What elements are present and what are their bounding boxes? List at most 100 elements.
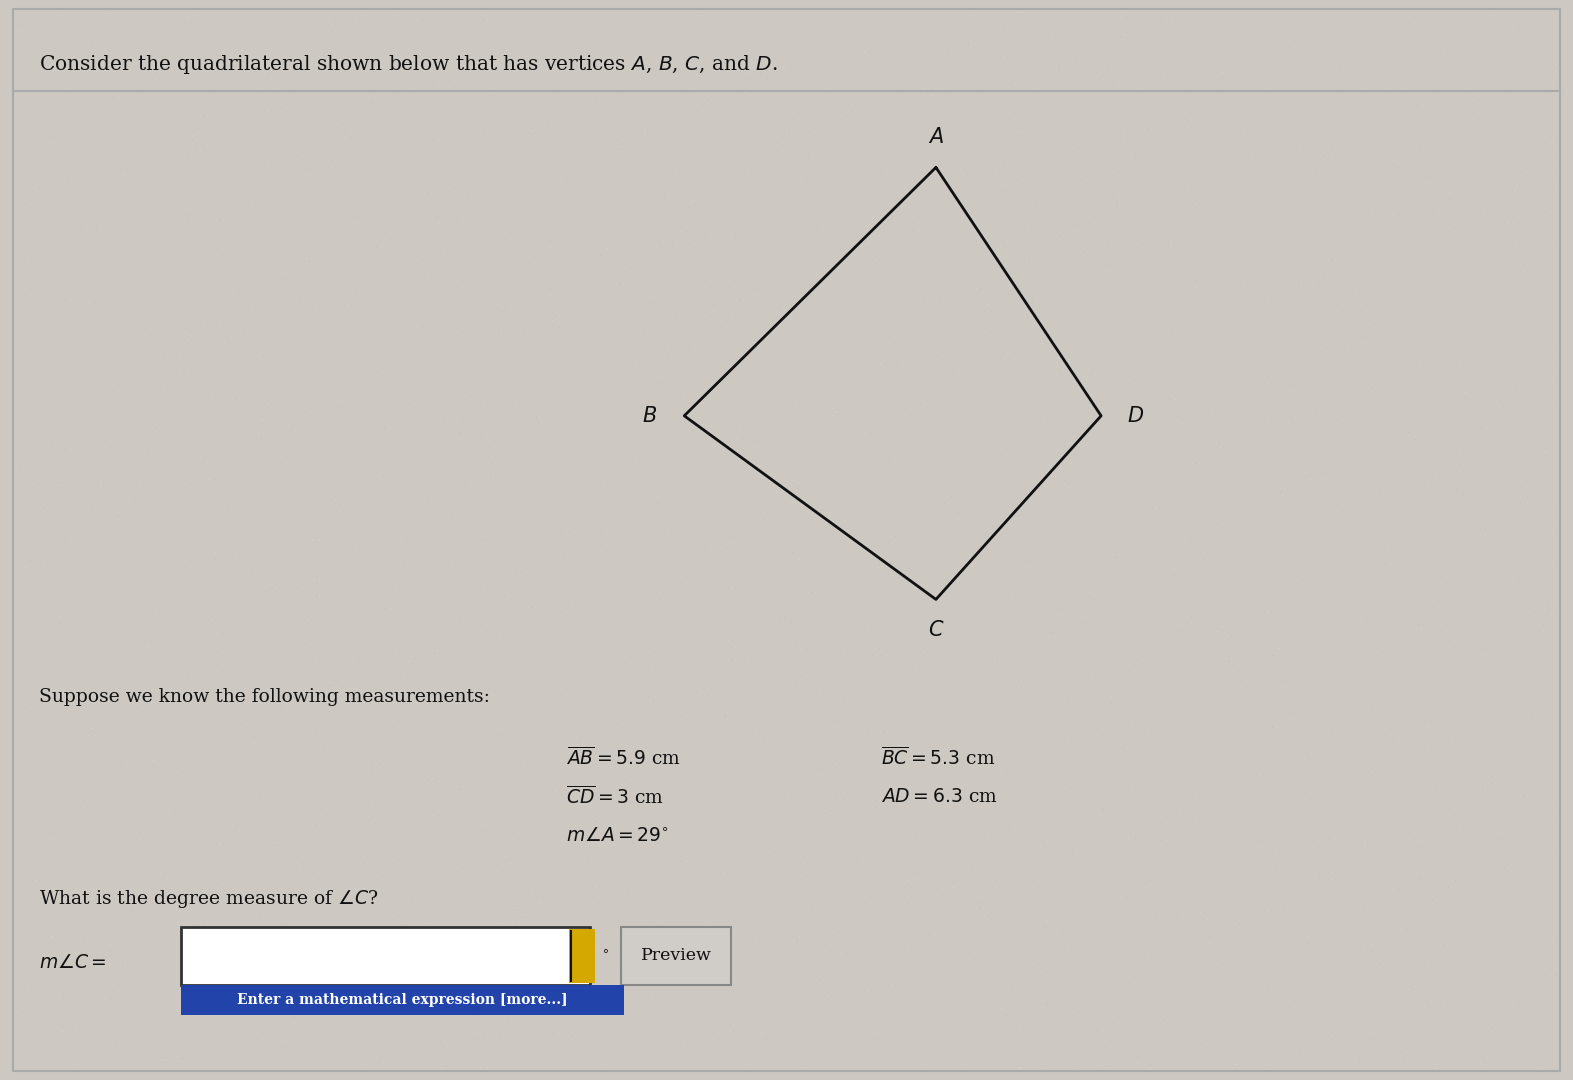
Point	[1446, 389, 1471, 406]
Point	[1117, 292, 1142, 309]
Point	[820, 999, 845, 1016]
Point	[396, 510, 422, 527]
Point	[857, 373, 882, 390]
Point	[969, 50, 994, 67]
Point	[451, 657, 477, 674]
Point	[1461, 125, 1486, 143]
Point	[46, 902, 71, 919]
Point	[157, 470, 182, 487]
Point	[384, 552, 409, 569]
Point	[610, 977, 635, 995]
Point	[1238, 54, 1263, 71]
Point	[168, 120, 193, 137]
Point	[989, 899, 1015, 916]
Point	[639, 508, 664, 525]
Point	[1474, 434, 1499, 451]
Point	[793, 484, 818, 501]
Point	[492, 847, 518, 864]
Point	[511, 85, 536, 103]
Point	[168, 191, 193, 208]
Point	[179, 13, 204, 30]
Point	[1153, 368, 1178, 386]
Point	[1531, 549, 1556, 566]
Point	[1438, 8, 1463, 25]
Point	[470, 367, 495, 384]
Point	[598, 875, 623, 892]
Point	[176, 1032, 201, 1050]
Point	[1420, 619, 1446, 636]
Point	[838, 665, 864, 683]
Point	[532, 362, 557, 379]
Point	[1153, 958, 1178, 975]
Point	[348, 459, 373, 476]
Point	[944, 112, 969, 130]
Point	[349, 436, 374, 454]
Point	[1181, 677, 1206, 694]
Point	[1195, 610, 1221, 627]
Point	[1101, 322, 1126, 339]
Point	[176, 554, 201, 571]
Point	[996, 106, 1021, 123]
Point	[208, 366, 233, 383]
Point	[1542, 461, 1567, 478]
Point	[411, 262, 436, 280]
Point	[129, 285, 154, 302]
Point	[340, 652, 365, 670]
Point	[934, 793, 960, 810]
Point	[249, 68, 274, 85]
Point	[242, 813, 267, 831]
Point	[906, 825, 931, 842]
Point	[389, 534, 414, 551]
Point	[1516, 178, 1542, 195]
Point	[346, 539, 371, 556]
Point	[727, 816, 752, 834]
Point	[967, 402, 993, 419]
Point	[1191, 555, 1216, 572]
Point	[239, 31, 264, 49]
Point	[475, 1058, 500, 1076]
Point	[1424, 791, 1449, 808]
Point	[1090, 727, 1115, 744]
Point	[798, 330, 823, 348]
Point	[91, 151, 116, 168]
Point	[665, 22, 691, 39]
Point	[225, 282, 250, 299]
Point	[653, 968, 678, 985]
Point	[826, 132, 851, 149]
Point	[1345, 164, 1370, 181]
Point	[1290, 193, 1315, 211]
Point	[66, 292, 91, 309]
Point	[1472, 151, 1497, 168]
Point	[664, 305, 689, 322]
Point	[522, 124, 547, 141]
Point	[669, 640, 694, 658]
Point	[544, 783, 569, 800]
Point	[1436, 828, 1461, 846]
Point	[187, 1057, 212, 1075]
Point	[1488, 931, 1513, 948]
Point	[1365, 737, 1391, 754]
Point	[1007, 380, 1032, 397]
Point	[1162, 195, 1188, 213]
Point	[294, 161, 319, 178]
Point	[716, 480, 741, 497]
Point	[736, 103, 761, 120]
Point	[809, 141, 834, 159]
Point	[91, 1049, 116, 1066]
Point	[1531, 962, 1556, 980]
Point	[568, 661, 593, 678]
Point	[129, 561, 154, 578]
Point	[420, 52, 445, 69]
Point	[1460, 1002, 1485, 1020]
Point	[1236, 577, 1262, 594]
Point	[157, 84, 182, 102]
Point	[27, 870, 52, 888]
Point	[367, 483, 392, 500]
Point	[464, 286, 489, 303]
Point	[363, 369, 389, 387]
Point	[340, 572, 365, 590]
Point	[919, 126, 944, 144]
Point	[1033, 377, 1059, 394]
Point	[939, 449, 964, 467]
Point	[1251, 267, 1276, 284]
